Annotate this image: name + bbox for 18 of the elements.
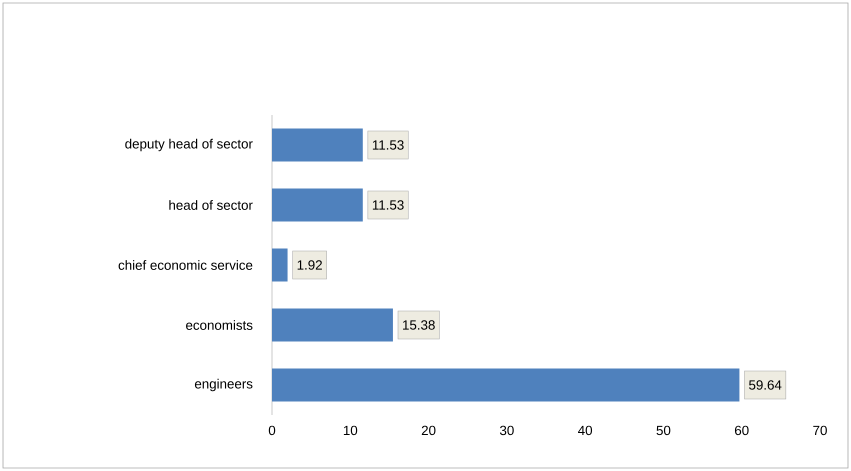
y-tick-label: economists — [186, 320, 252, 330]
x-tick-label: 40 — [578, 426, 592, 436]
x-tick-label: 50 — [656, 426, 670, 436]
data-label: 1.92 — [298, 260, 322, 270]
y-tick-label: engineers — [194, 378, 252, 392]
x-tick-label: 0 — [268, 426, 276, 436]
x-tick-label: 70 — [813, 426, 827, 436]
y-tick-label: head of sector — [169, 200, 253, 210]
y-tick-label: deputy head of sector — [125, 138, 253, 152]
x-tick-label: 20 — [422, 426, 436, 436]
x-tick-label: 30 — [500, 426, 514, 436]
data-label: 11.53 — [372, 200, 404, 210]
x-tick-label: 60 — [734, 426, 749, 436]
x-tick-label: 10 — [344, 426, 358, 436]
y-tick-label: chief economic service — [118, 260, 252, 270]
data-label: 15.38 — [403, 320, 435, 330]
data-label: 59.64 — [749, 380, 782, 390]
data-label: 11.53 — [372, 140, 404, 150]
